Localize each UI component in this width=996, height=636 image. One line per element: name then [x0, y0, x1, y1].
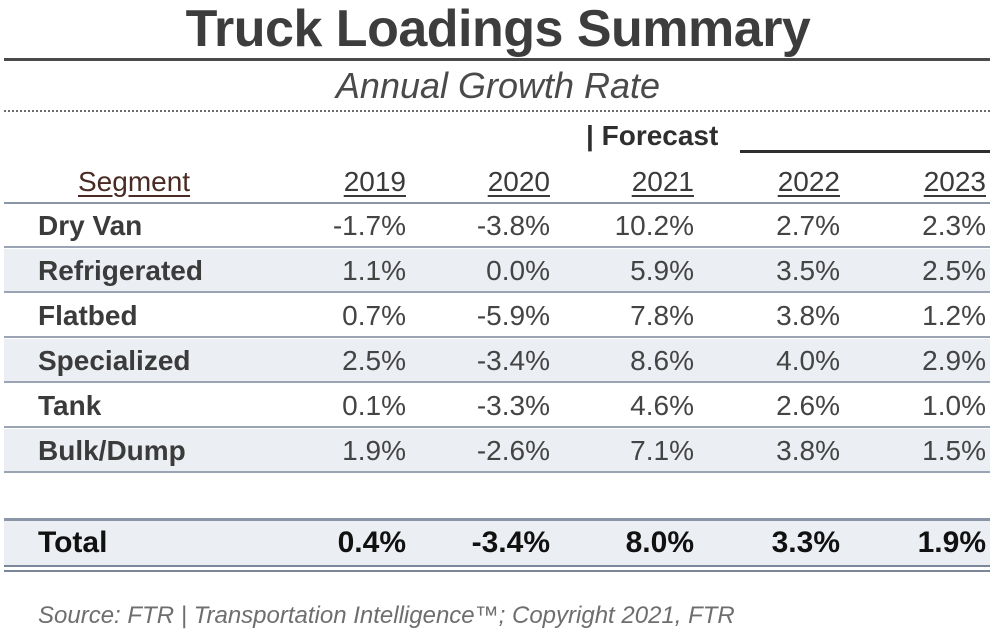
table-cell: -1.7%: [332, 210, 406, 241]
total-value-2021: 8.0%: [625, 526, 694, 559]
row-label: Bulk/Dump: [38, 435, 186, 466]
total-value-2020: -3.4%: [471, 526, 550, 559]
table-cell: 3.8%: [776, 435, 840, 466]
table-cell: 2.7%: [776, 210, 840, 241]
table-cell: 2.9%: [922, 345, 986, 376]
forecast-line: [740, 150, 990, 153]
table-row: Bulk/Dump 1.9% -2.6% 7.1% 3.8% 1.5%: [4, 429, 990, 473]
table-cell: 0.7%: [342, 300, 406, 331]
table-row: Refrigerated 1.1% 0.0% 5.9% 3.5% 2.5%: [4, 249, 990, 293]
forecast-label: | Forecast: [586, 120, 719, 151]
table-cell: 3.5%: [776, 255, 840, 286]
table-cell: 2.6%: [776, 390, 840, 421]
table-cell: -5.9%: [476, 300, 550, 331]
table-cell: 0.1%: [342, 390, 406, 421]
year-header-2023: 2023: [923, 166, 986, 197]
table-cell: 2.5%: [922, 255, 986, 286]
table-cell: 4.6%: [630, 390, 694, 421]
table-row: Flatbed 0.7% -5.9% 7.8% 3.8% 1.2%: [4, 294, 990, 338]
table-cell: 7.8%: [630, 300, 694, 331]
table-cell: 1.5%: [922, 435, 986, 466]
total-bottom-rule-double: [4, 570, 990, 572]
table-cell: 0.0%: [486, 255, 550, 286]
table-row: Specialized 2.5% -3.4% 8.6% 4.0% 2.9%: [4, 339, 990, 383]
table-cell: 1.2%: [922, 300, 986, 331]
table-row: Tank 0.1% -3.3% 4.6% 2.6% 1.0%: [4, 384, 990, 428]
row-label: Tank: [38, 390, 102, 421]
year-header-2022: 2022: [777, 166, 840, 197]
total-value-2022: 3.3%: [771, 526, 840, 559]
table-cell: 8.6%: [630, 345, 694, 376]
table-cell: 2.3%: [922, 210, 986, 241]
table-cell: 1.0%: [922, 390, 986, 421]
total-value-2023: 1.9%: [917, 526, 986, 559]
table-cell: 1.9%: [342, 435, 406, 466]
header-divider: [4, 202, 990, 204]
table-cell: 1.1%: [342, 255, 406, 286]
table-cell: 10.2%: [614, 210, 694, 241]
table-cell: 5.9%: [630, 255, 694, 286]
title-divider: [4, 58, 990, 61]
source-note: Source: FTR | Transportation Intelligenc…: [38, 602, 735, 629]
row-label: Specialized: [38, 345, 191, 376]
subtitle: Annual Growth Rate: [335, 65, 661, 106]
table-cell: -3.4%: [476, 345, 550, 376]
total-label: Total: [38, 526, 108, 559]
table-row: Dry Van -1.7% -3.8% 10.2% 2.7% 2.3%: [4, 204, 990, 248]
table-cell: -2.6%: [476, 435, 550, 466]
row-label: Dry Van: [38, 210, 143, 241]
segment-header: Segment: [78, 166, 191, 197]
total-bottom-rule: [4, 565, 990, 567]
table-cell: 3.8%: [776, 300, 840, 331]
table-cell: 2.5%: [342, 345, 406, 376]
row-label: Refrigerated: [38, 255, 203, 286]
total-row: Total 0.4% -3.4% 8.0% 3.3% 1.9%: [4, 521, 990, 565]
year-header-2020: 2020: [487, 166, 550, 197]
dotted-divider: [4, 110, 990, 112]
total-top-rule: [4, 518, 990, 521]
table-cell: -3.3%: [476, 390, 550, 421]
page-title: Truck Loadings Summary: [185, 0, 811, 58]
total-value-2019: 0.4%: [337, 526, 406, 559]
table-cell: -3.8%: [476, 210, 550, 241]
year-header-2019: 2019: [343, 166, 406, 197]
row-label: Flatbed: [38, 300, 138, 331]
table-cell: 7.1%: [630, 435, 694, 466]
year-header-2021: 2021: [631, 166, 694, 197]
table-cell: 4.0%: [776, 345, 840, 376]
